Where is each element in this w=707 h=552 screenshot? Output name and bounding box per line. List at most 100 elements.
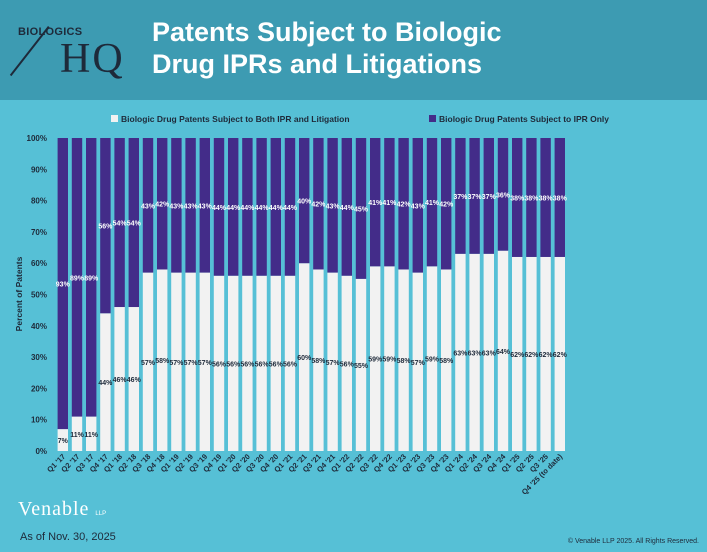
- bar-ipr-only: [299, 138, 310, 264]
- copyright-notice: © Venable LLP 2025. All Rights Reserved.: [567, 538, 699, 545]
- stacked-bar-chart: Biologic Drug Patents Subject to Both IP…: [14, 114, 609, 497]
- bar-both: [540, 256, 551, 451]
- bar-both: [398, 269, 409, 451]
- data-label-ipr-only: 36%: [496, 192, 511, 199]
- data-label-ipr-only: 43%: [141, 203, 156, 210]
- y-axis-ticks: 0% 10% 20% 30% 40% 50% 60% 70% 80% 90% 100%: [27, 134, 47, 456]
- data-label-ipr-only: 89%: [84, 275, 99, 282]
- bar-both: [199, 272, 210, 451]
- y-tick-label: 80%: [31, 197, 47, 206]
- logo-main-text: HQ: [60, 36, 125, 82]
- bar-ipr-only: [270, 138, 281, 276]
- data-label-both: 63%: [468, 350, 483, 357]
- data-label-both: 56%: [283, 361, 298, 368]
- bar-both: [384, 266, 395, 451]
- biologics-hq-logo: BIOLOGICS HQ: [9, 18, 134, 88]
- bar-both: [213, 275, 225, 451]
- bar-both: [483, 253, 494, 451]
- data-label-ipr-only: 43%: [184, 203, 199, 210]
- data-label-both: 63%: [482, 350, 497, 357]
- bar-both: [100, 313, 111, 451]
- bar-ipr-only: [228, 138, 239, 276]
- data-label-ipr-only: 42%: [155, 202, 170, 209]
- data-label-ipr-only: 93%: [56, 282, 71, 289]
- data-label-both: 62%: [553, 352, 568, 359]
- bar-both: [142, 272, 154, 451]
- page-title: Patents Subject to Biologic Drug IPRs an…: [152, 16, 672, 80]
- data-label-ipr-only: 38%: [539, 195, 554, 202]
- bar-both: [327, 272, 338, 451]
- data-label-ipr-only: 38%: [510, 195, 525, 202]
- bar-both: [71, 416, 83, 451]
- legend-swatch-ipr-only: [429, 115, 436, 122]
- data-label-both: 11%: [84, 432, 98, 439]
- data-label-both: 56%: [340, 361, 355, 368]
- data-label-both: 7%: [58, 438, 69, 445]
- data-label-ipr-only: 44%: [283, 205, 298, 212]
- bar-ipr-only: [455, 138, 466, 254]
- y-tick-label: 40%: [31, 322, 47, 331]
- data-label-ipr-only: 38%: [524, 195, 539, 202]
- data-label-both: 55%: [354, 363, 369, 370]
- data-label-both: 62%: [524, 352, 539, 359]
- logo-top-text: BIOLOGICS: [18, 26, 83, 38]
- data-label-ipr-only: 54%: [127, 221, 142, 228]
- data-label-both: 57%: [198, 360, 213, 367]
- data-label-ipr-only: 43%: [169, 203, 184, 210]
- bar-ipr-only: [341, 138, 352, 276]
- data-label-both: 59%: [368, 357, 383, 364]
- bar-ipr-only: [384, 138, 395, 267]
- bar-ipr-only: [327, 138, 338, 273]
- data-label-ipr-only: 44%: [269, 205, 284, 212]
- y-tick-label: 30%: [31, 353, 47, 362]
- bar-ipr-only: [199, 138, 210, 273]
- legend-label-ipr-only: Biologic Drug Patents Subject to IPR Onl…: [439, 114, 609, 124]
- bar-ipr-only: [540, 138, 551, 257]
- bar-both: [526, 256, 537, 451]
- data-label-both: 56%: [212, 361, 227, 368]
- data-label-both: 58%: [397, 358, 412, 365]
- data-label-ipr-only: 40%: [297, 199, 312, 206]
- data-label-ipr-only: 42%: [311, 202, 326, 209]
- data-label-both: 62%: [510, 352, 525, 359]
- bar-ipr-only: [398, 138, 409, 270]
- y-tick-label: 90%: [31, 165, 47, 174]
- y-tick-label: 70%: [31, 228, 47, 237]
- bar-ipr-only: [114, 138, 125, 308]
- data-label-both: 56%: [226, 361, 241, 368]
- title-line-1: Patents Subject to Biologic: [152, 17, 502, 47]
- bar-group: 7% 93% 11% 89% 11% 89% 44% 56% 46% 54% 46% 54% 57% 43…: [56, 138, 568, 451]
- bar-ipr-only: [512, 138, 523, 257]
- bar-both: [242, 275, 253, 451]
- data-label-both: 62%: [539, 352, 554, 359]
- data-label-both: 57%: [169, 360, 184, 367]
- y-tick-label: 10%: [31, 416, 47, 425]
- header-band: BIOLOGICS HQ Patents Subject to Biologic…: [0, 0, 707, 100]
- venable-logo-suffix: LLP: [95, 511, 107, 517]
- bar-both: [370, 266, 381, 451]
- as-of-date: As of Nov. 30, 2025: [20, 531, 116, 543]
- bar-ipr-only: [313, 138, 324, 270]
- bar-ipr-only: [469, 138, 480, 254]
- bar-both: [86, 416, 97, 451]
- bar-both: [441, 269, 452, 451]
- bar-ipr-only: [71, 138, 83, 417]
- data-label-both: 59%: [425, 357, 440, 364]
- data-label-both: 11%: [70, 432, 84, 439]
- bar-both: [114, 307, 125, 451]
- data-label-both: 58%: [311, 358, 326, 365]
- data-label-ipr-only: 56%: [98, 224, 113, 231]
- data-label-ipr-only: 44%: [212, 205, 227, 212]
- bar-ipr-only: [171, 138, 182, 273]
- bar-both: [284, 275, 296, 451]
- data-label-both: 58%: [439, 358, 454, 365]
- bar-both: [469, 253, 480, 451]
- y-tick-label: 50%: [31, 291, 47, 300]
- data-label-both: 56%: [269, 361, 284, 368]
- bar-ipr-only: [370, 138, 381, 267]
- data-label-ipr-only: 37%: [468, 194, 483, 201]
- venable-logo: Venable LLP: [18, 498, 106, 521]
- data-label-ipr-only: 54%: [113, 221, 128, 228]
- bar-both: [341, 275, 352, 451]
